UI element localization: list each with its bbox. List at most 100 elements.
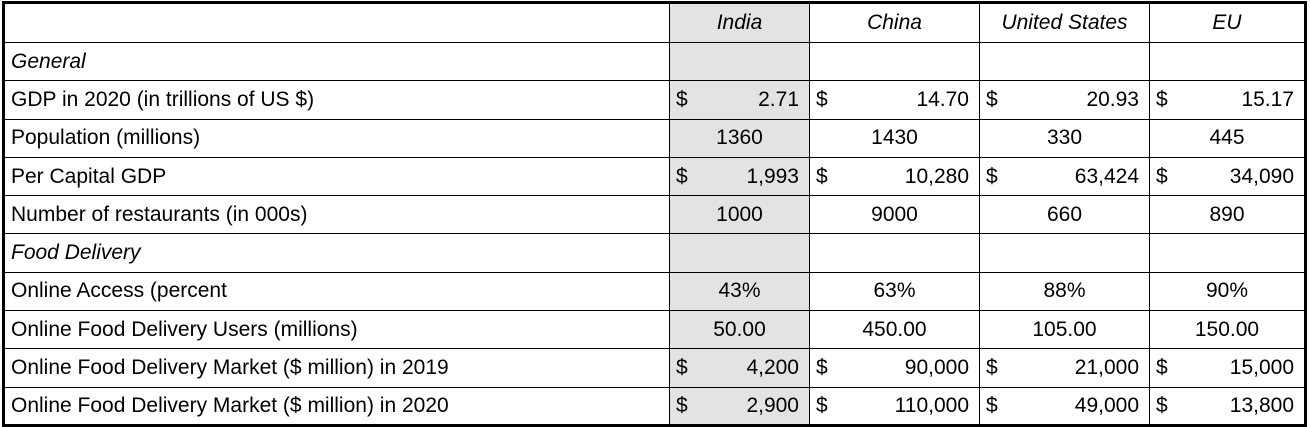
currency-symbol: $ xyxy=(816,164,828,188)
column-header: China xyxy=(809,2,980,43)
table-row: GDP in 2020 (in trillions of US $) $2.71 $… xyxy=(3,80,1306,120)
currency-cell: $49,000 xyxy=(986,394,1143,418)
cell: $21,000 xyxy=(979,348,1150,388)
cell: 105.00 xyxy=(979,310,1150,350)
currency-symbol: $ xyxy=(1156,356,1168,380)
currency-cell: $10,280 xyxy=(816,165,973,189)
currency-cell: $20.93 xyxy=(986,88,1143,112)
currency-symbol: $ xyxy=(816,87,828,111)
cell: 1430 xyxy=(809,118,980,158)
cell: $49,000 xyxy=(979,386,1150,426)
cell: $34,090 xyxy=(1149,156,1306,197)
row-label: Population (millions) xyxy=(3,118,670,158)
cell: 150.00 xyxy=(1149,310,1306,350)
table-row: Food Delivery xyxy=(3,233,1306,273)
currency-cell: $15.17 xyxy=(1156,88,1298,112)
table-row: Online Food Delivery Users (millions) 50.… xyxy=(3,310,1306,350)
cell: $1,993 xyxy=(669,156,810,197)
cell: $4,200 xyxy=(669,348,810,388)
cell: $13,800 xyxy=(1149,386,1306,426)
currency-symbol: $ xyxy=(1156,87,1168,111)
corner-cell xyxy=(3,2,670,43)
amount: 21,000 xyxy=(1074,356,1139,380)
currency-symbol: $ xyxy=(816,393,828,417)
table-row: Per Capital GDP $1,993 $10,280 $63,424 $34,0… xyxy=(3,156,1306,197)
amount: 63,424 xyxy=(1074,164,1139,188)
currency-symbol: $ xyxy=(676,164,688,188)
cell: $2.71 xyxy=(669,80,810,120)
row-label: General xyxy=(3,41,670,82)
currency-symbol: $ xyxy=(816,356,828,380)
cell: $2,900 xyxy=(669,386,810,426)
table-row: Online Access (percent 43% 63% 88% 90% xyxy=(3,271,1306,312)
cell: 88% xyxy=(979,271,1150,312)
amount: 34,090 xyxy=(1229,164,1294,188)
cell xyxy=(1149,233,1306,273)
row-label: Per Capital GDP xyxy=(3,156,670,197)
currency-cell: $34,090 xyxy=(1156,165,1298,189)
currency-cell: $4,200 xyxy=(676,356,803,380)
cell xyxy=(1149,41,1306,82)
cell: $15,000 xyxy=(1149,348,1306,388)
amount: 4,200 xyxy=(746,356,799,380)
cell: $63,424 xyxy=(979,156,1150,197)
currency-cell: $110,000 xyxy=(816,394,973,418)
amount: 110,000 xyxy=(894,393,969,417)
cell: 445 xyxy=(1149,118,1306,158)
cell xyxy=(979,233,1150,273)
currency-symbol: $ xyxy=(986,393,998,417)
cell: $10,280 xyxy=(809,156,980,197)
currency-cell: $13,800 xyxy=(1156,394,1298,418)
currency-symbol: $ xyxy=(676,356,688,380)
table-row: Population (millions) 1360 1430 330 445 xyxy=(3,118,1306,158)
currency-symbol: $ xyxy=(1156,393,1168,417)
row-label: GDP in 2020 (in trillions of US $) xyxy=(3,80,670,120)
cell: $90,000 xyxy=(809,348,980,388)
cell: $20.93 xyxy=(979,80,1150,120)
cell xyxy=(809,233,980,273)
cell: 1000 xyxy=(669,195,810,235)
column-header: United States xyxy=(979,2,1150,43)
currency-symbol: $ xyxy=(676,87,688,111)
cell: 9000 xyxy=(809,195,980,235)
currency-cell: $1,993 xyxy=(676,165,803,189)
cell: 50.00 xyxy=(669,310,810,350)
row-label: Online Food Delivery Market ($ million) … xyxy=(3,348,670,388)
amount: 49,000 xyxy=(1074,393,1139,417)
currency-cell: $2,900 xyxy=(676,394,803,418)
cell: 1360 xyxy=(669,118,810,158)
cell xyxy=(669,233,810,273)
amount: 15,000 xyxy=(1229,356,1294,380)
amount: 13,800 xyxy=(1229,393,1294,417)
cell xyxy=(979,41,1150,82)
currency-symbol: $ xyxy=(986,87,998,111)
amount: 15.17 xyxy=(1241,87,1294,111)
currency-cell: $15,000 xyxy=(1156,356,1298,380)
currency-cell: $90,000 xyxy=(816,356,973,380)
currency-cell: $63,424 xyxy=(986,165,1143,189)
currency-cell: $2.71 xyxy=(676,88,803,112)
row-label: Online Access (percent xyxy=(3,271,670,312)
header-row: India China United States EU xyxy=(3,2,1306,43)
column-header: India xyxy=(669,2,810,43)
table-body: India China United States EU General GDP in 2… xyxy=(3,2,1306,426)
currency-cell: $21,000 xyxy=(986,356,1143,380)
table-row: General xyxy=(3,41,1306,82)
amount: 1,993 xyxy=(746,164,799,188)
row-label: Online Food Delivery Users (millions) xyxy=(3,310,670,350)
cell xyxy=(809,41,980,82)
table-row: Number of restaurants (in 000s) 1000 9000 6… xyxy=(3,195,1306,235)
row-label: Online Food Delivery Market ($ million) … xyxy=(3,386,670,426)
cell: 90% xyxy=(1149,271,1306,312)
cell xyxy=(669,41,810,82)
cell: 330 xyxy=(979,118,1150,158)
amount: 14.70 xyxy=(916,87,969,111)
amount: 10,280 xyxy=(904,164,969,188)
amount: 20.93 xyxy=(1086,87,1139,111)
row-label: Food Delivery xyxy=(3,233,670,273)
cell: 63% xyxy=(809,271,980,312)
currency-symbol: $ xyxy=(986,164,998,188)
cell: $15.17 xyxy=(1149,80,1306,120)
